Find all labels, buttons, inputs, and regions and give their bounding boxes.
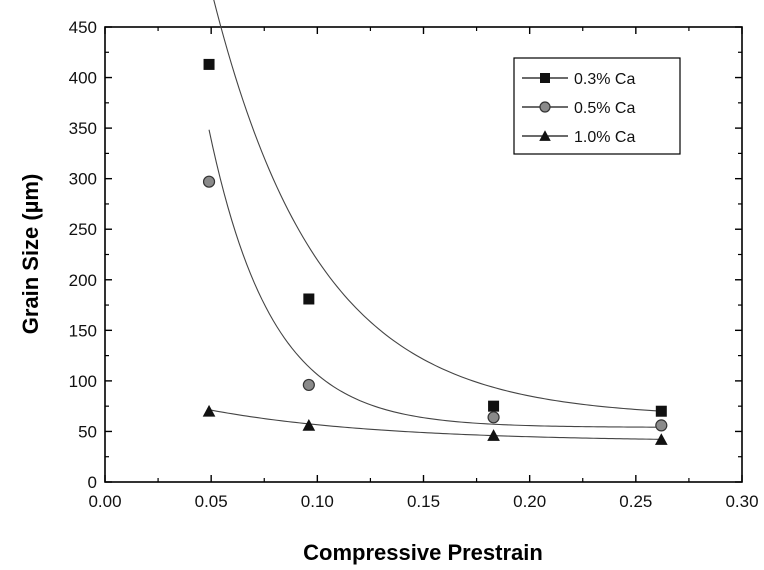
data-markers — [202, 58, 668, 445]
x-tick-label: 0.20 — [513, 492, 546, 511]
data-point — [487, 429, 500, 441]
data-point — [655, 405, 667, 417]
x-axis: 0.00 0.05 0.10 0.15 0.20 0.25 0.30 — [88, 27, 759, 511]
y-tick-label: 50 — [78, 422, 97, 441]
data-point — [654, 433, 668, 445]
y-tick-label: 350 — [69, 119, 97, 138]
y-tick-label: 250 — [69, 220, 97, 239]
data-point — [655, 419, 668, 432]
fit-curve — [208, 129, 662, 428]
fit-curve — [208, 409, 662, 440]
y-tick-label: 300 — [69, 170, 97, 189]
y-axis-title: Grain Size (µm) — [18, 174, 43, 335]
legend-marker — [540, 73, 550, 83]
fit-curves — [208, 0, 662, 440]
y-tick-label: 150 — [69, 321, 97, 340]
y-tick-label: 0 — [88, 473, 97, 492]
legend-label: 0.3% Ca — [574, 71, 635, 88]
legend-marker — [539, 101, 551, 113]
data-point — [302, 378, 315, 392]
data-point — [302, 419, 316, 431]
x-tick-label: 0.10 — [301, 492, 334, 511]
x-tick-label: 0.25 — [619, 492, 652, 511]
y-tick-label: 200 — [69, 271, 97, 290]
x-tick-label: 0.00 — [88, 492, 121, 511]
x-axis-title: Compressive Prestrain — [303, 540, 543, 565]
data-point — [487, 411, 500, 424]
legend-label: 1.0% Ca — [574, 129, 635, 146]
y-tick-label: 400 — [69, 69, 97, 88]
legend-label: 0.5% Ca — [574, 100, 635, 117]
data-point — [203, 58, 215, 70]
y-tick-label: 100 — [69, 372, 97, 391]
x-tick-label: 0.05 — [195, 492, 228, 511]
legend: 0.3% Ca 0.5% Ca 1.0% Ca — [513, 57, 681, 155]
legend-marker — [539, 130, 551, 141]
data-point — [303, 293, 315, 305]
fit-curve — [213, 0, 662, 412]
y-axis: 0 50 100 150 200 250 300 350 400 450 — [69, 18, 742, 492]
x-tick-label: 0.30 — [725, 492, 758, 511]
data-point — [202, 175, 216, 188]
data-point — [202, 404, 216, 417]
data-point — [488, 400, 500, 412]
x-tick-label: 0.15 — [407, 492, 440, 511]
y-tick-label: 450 — [69, 18, 97, 37]
